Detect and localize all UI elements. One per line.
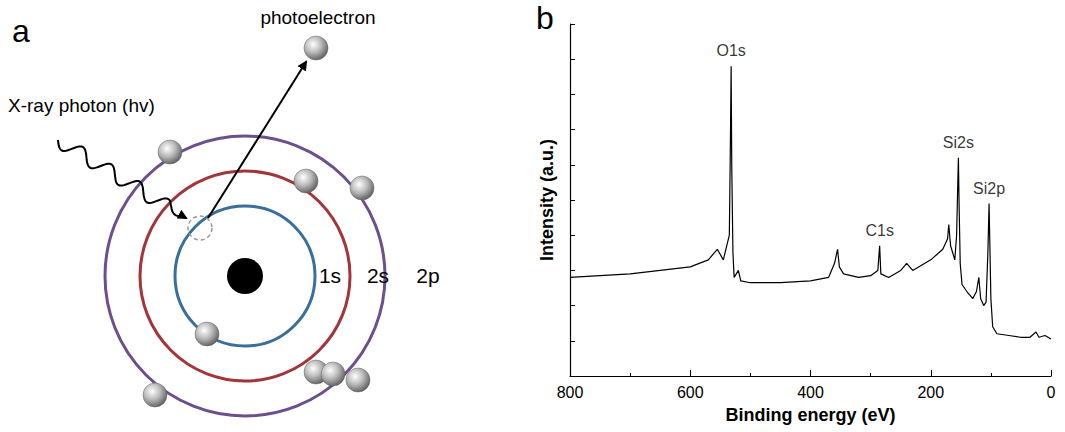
svg-text:Si2s: Si2s xyxy=(943,134,974,151)
svg-text:1s: 1s xyxy=(319,264,341,287)
svg-text:a: a xyxy=(12,13,30,49)
svg-text:O1s: O1s xyxy=(716,42,745,59)
svg-text:Binding energy (eV): Binding energy (eV) xyxy=(725,405,895,425)
svg-text:photoelectron: photoelectron xyxy=(260,7,375,28)
svg-text:X-ray photon (hv): X-ray photon (hv) xyxy=(8,95,155,116)
svg-text:b: b xyxy=(536,0,554,36)
svg-text:Intensity (a.u.): Intensity (a.u.) xyxy=(537,139,557,261)
svg-text:600: 600 xyxy=(677,384,704,401)
svg-text:2s: 2s xyxy=(367,264,389,287)
svg-text:2p: 2p xyxy=(416,264,439,287)
svg-text:800: 800 xyxy=(557,384,584,401)
svg-text:0: 0 xyxy=(1047,384,1056,401)
svg-text:400: 400 xyxy=(797,384,824,401)
svg-text:200: 200 xyxy=(917,384,944,401)
svg-text:Si2p: Si2p xyxy=(973,180,1005,197)
svg-text:C1s: C1s xyxy=(865,222,893,239)
